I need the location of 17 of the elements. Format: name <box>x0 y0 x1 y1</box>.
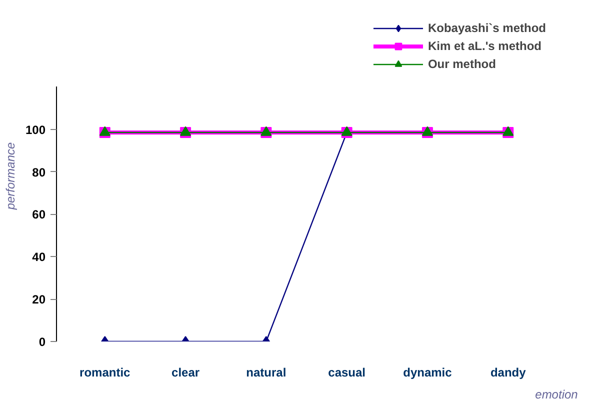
x-tick-label: natural <box>246 366 286 380</box>
x-tick-label: casual <box>328 366 366 380</box>
y-tick-label: 80 <box>32 165 46 180</box>
legend-label: Kim et aL.'s method <box>428 38 542 54</box>
legend-label: Kobayashi`s method <box>428 20 546 36</box>
y-tick-label: 40 <box>32 250 46 264</box>
x-tick-label: dandy <box>490 366 526 380</box>
x-tick-label: clear <box>172 366 200 380</box>
x-tick-label: romantic <box>80 366 131 380</box>
legend-label: Our method <box>428 56 496 72</box>
y-tick-label: 0 <box>38 335 46 349</box>
y-tick-label: 20 <box>32 292 46 307</box>
y-tick-label: 60 <box>32 208 46 222</box>
y-tick-label: 100 <box>25 122 46 137</box>
x-axis-title: emotion <box>535 388 578 402</box>
y-axis-title: performance <box>3 142 18 211</box>
x-tick-label: dynamic <box>403 366 452 380</box>
